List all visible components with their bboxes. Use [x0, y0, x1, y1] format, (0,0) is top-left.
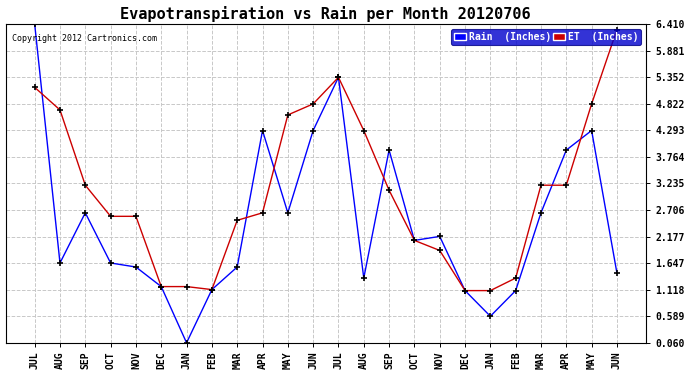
- Legend: Rain  (Inches), ET  (Inches): Rain (Inches), ET (Inches): [451, 29, 641, 45]
- Text: Copyright 2012 Cartronics.com: Copyright 2012 Cartronics.com: [12, 34, 157, 43]
- Title: Evapotranspiration vs Rain per Month 20120706: Evapotranspiration vs Rain per Month 201…: [121, 6, 531, 21]
